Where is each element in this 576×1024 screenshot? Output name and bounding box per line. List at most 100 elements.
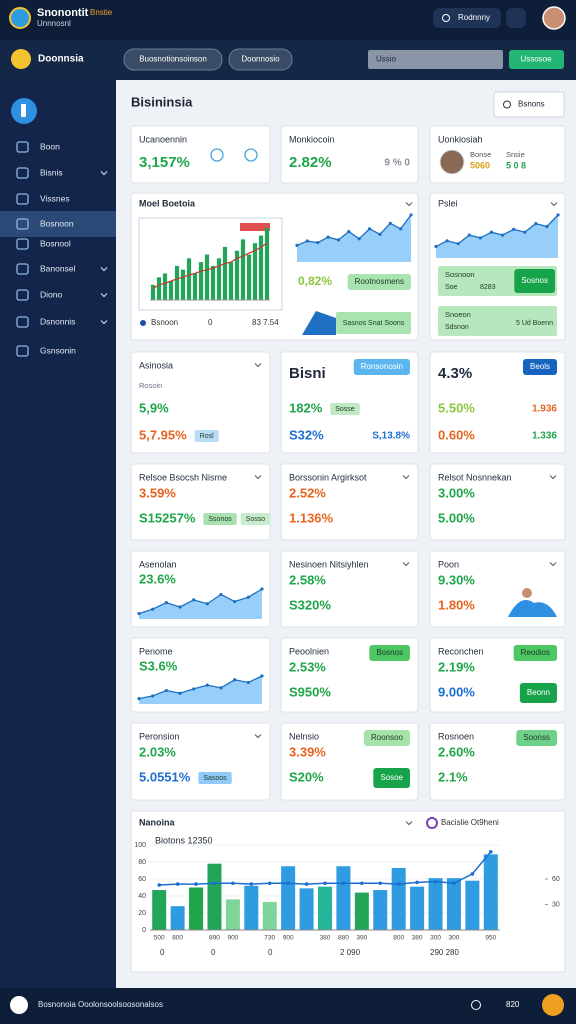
overview-figure — [302, 311, 336, 335]
sidebar-icon — [16, 193, 29, 205]
stat-note: 9 % 0 — [384, 158, 410, 169]
chevron-icon — [402, 475, 410, 480]
card-pill-label: Roonsoo — [371, 733, 404, 742]
sidebar-item[interactable]: Diono — [40, 289, 62, 299]
footer-help[interactable] — [471, 1000, 481, 1010]
overview-legend-dot — [140, 320, 146, 326]
area-point — [367, 227, 372, 231]
sales-box-button-label: Sosnos — [521, 276, 548, 285]
area-point — [205, 683, 209, 687]
overview-stat: 0,82% — [298, 274, 332, 288]
card-title: Peronsion — [139, 731, 180, 741]
area-point — [326, 235, 330, 239]
x-tick-label: 800 — [172, 935, 183, 942]
area-point — [388, 221, 392, 225]
sidebar-item[interactable]: Dsnonnis — [40, 316, 75, 326]
overview-legend: Bsnoon — [151, 318, 178, 327]
trend-point — [360, 881, 364, 886]
card — [429, 351, 566, 454]
y-tick-label: 60 — [138, 876, 146, 883]
area-point — [456, 242, 460, 246]
card-heading: Bisni — [289, 365, 326, 382]
trend-point — [341, 881, 346, 886]
sidebar-item[interactable]: Banonsel — [40, 263, 76, 273]
card-pill-label: Beols — [530, 362, 550, 371]
card-icon — [244, 148, 258, 162]
stat-tag-label: Sosse — [335, 406, 355, 413]
nav-logo — [11, 49, 31, 69]
nav-tab[interactable] — [228, 48, 293, 71]
settings-button[interactable] — [506, 8, 526, 28]
sidebar-item[interactable]: Vissnes — [40, 193, 70, 203]
overview-bar — [222, 246, 228, 300]
overview-bar — [210, 265, 216, 300]
trend-legend: Bacislie Ot9heni — [441, 818, 499, 827]
card-stat: 3,157% — [139, 154, 190, 171]
card-pill[interactable] — [513, 645, 557, 661]
sales-box-button[interactable] — [514, 269, 555, 293]
stat-tag — [240, 513, 271, 525]
avatar[interactable] — [542, 6, 566, 30]
card-title: Ucanoennin — [139, 134, 187, 144]
action-button[interactable] — [509, 50, 564, 69]
card-title: Reconchen — [438, 646, 484, 656]
area-point — [246, 680, 250, 685]
area-fill — [139, 589, 262, 619]
stat-button[interactable] — [373, 768, 410, 788]
overview-tag[interactable] — [347, 274, 411, 290]
card — [429, 125, 566, 184]
chevron-icon — [254, 734, 262, 739]
sales-box-line: Sdsnon — [445, 324, 469, 331]
notification-button[interactable] — [433, 8, 501, 28]
trend-point — [212, 881, 217, 886]
area-point — [205, 602, 209, 606]
card-pill-label: Bosnos — [376, 648, 403, 657]
sidebar-icon — [16, 141, 29, 153]
sidebar-item[interactable]: Gsnsonin — [40, 345, 76, 355]
stat-tag — [203, 513, 237, 525]
overview-bar — [180, 269, 186, 300]
area-line — [296, 214, 412, 247]
stat-button[interactable] — [519, 683, 557, 703]
chevron-icon — [100, 293, 108, 298]
stat-button-label: Sosoe — [380, 773, 403, 782]
card-pill[interactable] — [353, 359, 410, 375]
area-point — [467, 233, 471, 237]
footer-coin[interactable] — [542, 994, 564, 1016]
sidebar-item[interactable]: Bosnool — [40, 238, 71, 248]
overview-bar — [264, 228, 270, 300]
y-tick-label: 100 — [134, 842, 146, 849]
y2-tick-label: 60 — [552, 876, 560, 883]
card-stat: 2.1% — [438, 769, 468, 784]
area-point — [246, 595, 250, 599]
nav-tab[interactable] — [123, 48, 223, 71]
card — [429, 463, 566, 541]
card-stat: 2.19% — [438, 659, 475, 674]
card-pill[interactable] — [516, 730, 557, 746]
overview-banner-label: Sasnos Snat Soons — [343, 320, 405, 327]
logo — [9, 7, 31, 29]
area-fill — [139, 676, 262, 704]
filter-dropdown[interactable] — [493, 91, 565, 118]
card-pill[interactable] — [522, 359, 557, 375]
stat-tag-label: Sasoos — [203, 775, 227, 782]
chevron-icon — [254, 475, 262, 480]
trend-bar — [318, 886, 332, 930]
search-input[interactable] — [368, 50, 503, 69]
card-pill[interactable] — [363, 730, 410, 746]
detail-value: 5060 — [470, 160, 490, 170]
sidebar-item[interactable]: Bosnoon — [40, 218, 74, 228]
sidebar-item[interactable]: Boon — [40, 141, 60, 151]
card-stat: 9.30% — [438, 572, 475, 587]
y-tick-label: 20 — [138, 910, 146, 917]
sidebar-icon — [16, 167, 29, 179]
sidebar-item[interactable]: Bisnis — [40, 167, 63, 177]
area-point — [347, 229, 351, 234]
area-point — [523, 230, 527, 234]
overview-bar — [246, 254, 252, 300]
area-point — [478, 236, 482, 240]
card-pill[interactable] — [369, 645, 410, 661]
x-tick-label: 800 — [393, 935, 404, 942]
area-point — [260, 674, 264, 678]
